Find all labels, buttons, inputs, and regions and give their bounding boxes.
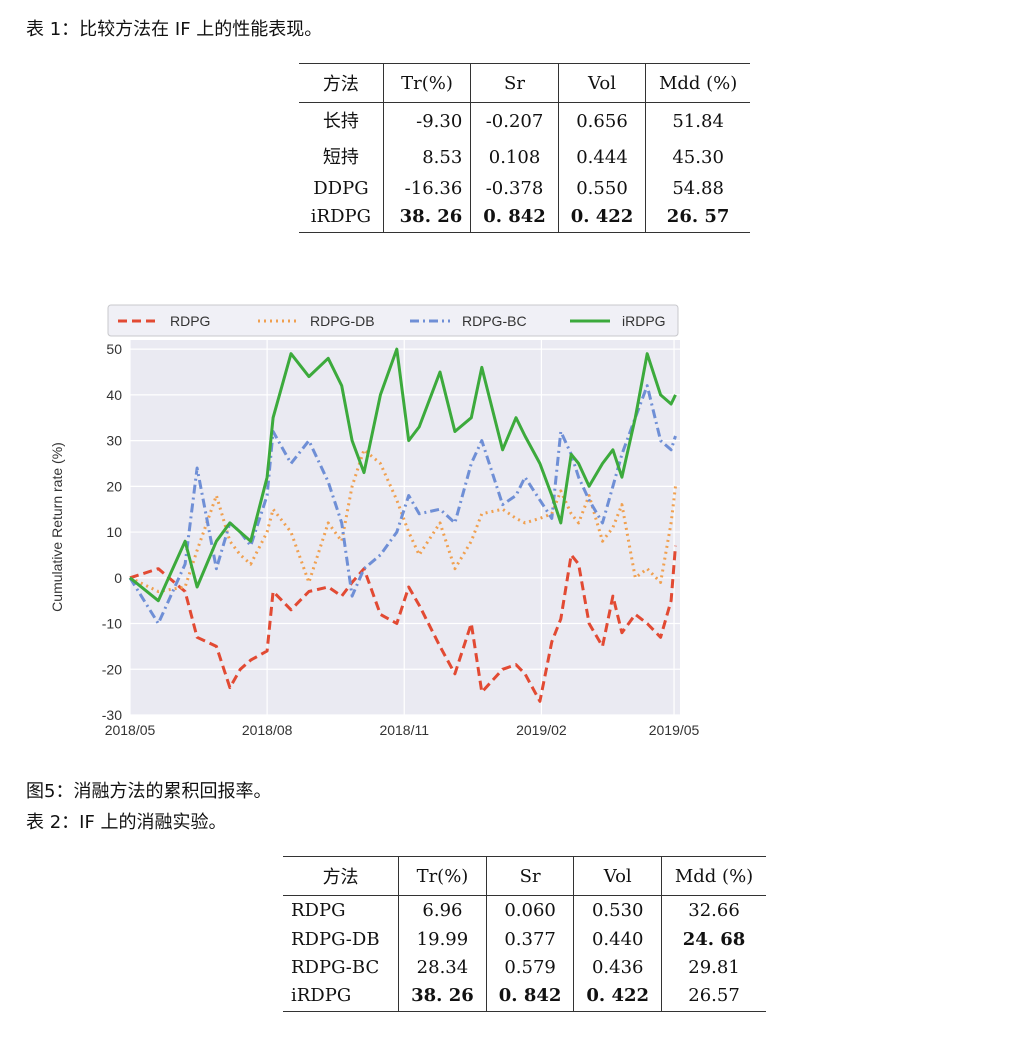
vol-cell: 0.436: [573, 953, 662, 982]
table1-header-method: 方法: [322, 74, 359, 95]
x-tick-label: 2019/02: [516, 722, 567, 738]
method-cell: 长持: [322, 110, 359, 132]
y-tick-label: 10: [106, 524, 122, 540]
tr-cell: 38. 26: [398, 981, 487, 1012]
legend: RDPG RDPG-DB RDPG-BC iRDPG: [107, 304, 679, 337]
mdd-cell: 32.66: [661, 895, 766, 926]
y-tick-label: 50: [106, 341, 122, 357]
legend-label-irdpg: iRDPG: [622, 313, 666, 329]
sr-cell: 0. 842: [470, 202, 559, 233]
sr-cell: 0.060: [485, 895, 574, 926]
y-tick-label: 40: [106, 387, 122, 403]
method-cell: RDPG-DB: [291, 928, 380, 950]
table1-caption: 表 1：比较方法在 IF 上的性能表现。: [26, 19, 323, 40]
table2: 方法 Tr(%) Sr Vol Mdd (%) RDPG 6.96 0.060 …: [283, 856, 766, 1012]
sr-cell: 0. 842: [485, 981, 574, 1012]
mdd-cell: 45.30: [645, 140, 750, 175]
table2-header-method: 方法: [322, 867, 359, 888]
table-row: iRDPG 38. 26 0. 842 0. 422 26.57: [283, 981, 766, 1012]
y-tick-label: 0: [114, 570, 122, 586]
y-tick-label: -10: [102, 616, 122, 632]
table-row: 长持 -9.30 -0.207 0.656 51.84: [299, 102, 750, 141]
legend-box: [107, 304, 679, 337]
x-tick-label: 2018/08: [242, 722, 293, 738]
table2-header-row: 方法 Tr(%) Sr Vol Mdd (%): [283, 856, 766, 896]
y-tick-labels: 50 40 30 20 10 0 -10 -20 -30: [102, 341, 122, 723]
vol-cell: 0.440: [573, 925, 662, 954]
table2-header-vol: Vol: [573, 856, 662, 896]
mdd-cell: 24. 68: [661, 925, 766, 954]
table-row: RDPG 6.96 0.060 0.530 32.66: [283, 895, 766, 926]
table-row: RDPG-DB 19.99 0.377 0.440 24. 68: [283, 925, 766, 954]
table1-header-mdd: Mdd (%): [645, 63, 750, 103]
y-axis-label: Cumulative Return rate (%): [49, 442, 65, 612]
mdd-cell: 29.81: [661, 953, 766, 982]
table1-header-tr: Tr(%): [382, 63, 471, 103]
table-row: RDPG-BC 28.34 0.579 0.436 29.81: [283, 953, 766, 982]
series-line-rdpg: [129, 545, 677, 703]
vol-cell: 0. 422: [573, 981, 662, 1012]
x-tick-label: 2018/05: [105, 722, 156, 738]
x-tick-label: 2018/11: [379, 722, 429, 738]
table2-header-sr: Sr: [485, 856, 574, 896]
x-tick-label: 2019/05: [649, 722, 700, 738]
y-tick-label: 20: [106, 478, 122, 494]
tr-cell: 28.34: [398, 953, 487, 982]
vol-cell: 0.530: [573, 895, 662, 926]
sr-cell: -0.378: [470, 174, 559, 203]
sr-cell: 0.579: [485, 953, 574, 982]
mdd-cell: 54.88: [645, 174, 750, 203]
vol-cell: 0. 422: [557, 202, 646, 233]
sr-cell: -0.207: [470, 102, 559, 141]
method-cell: iRDPG: [310, 206, 372, 228]
table1: 方法 Tr(%) Sr Vol Mdd (%) 长持 -9.30 -0.207 …: [299, 63, 750, 233]
table1-header-sr: Sr: [470, 63, 559, 103]
tr-cell: 38. 26: [382, 202, 471, 233]
method-cell: iRDPG: [291, 985, 352, 1007]
y-tick-label: -20: [102, 661, 122, 677]
legend-label-rdpg: RDPG: [170, 313, 210, 329]
table-row: iRDPG 38. 26 0. 842 0. 422 26. 57: [299, 202, 750, 233]
table-row: DDPG -16.36 -0.378 0.550 54.88: [299, 174, 750, 203]
y-tick-label: -30: [102, 707, 122, 723]
legend-label-rdpg-bc: RDPG-BC: [462, 313, 527, 329]
table1-header-row: 方法 Tr(%) Sr Vol Mdd (%): [299, 63, 750, 103]
vol-cell: 0.550: [557, 174, 646, 203]
plot-background: [130, 340, 680, 715]
table2-header-tr: Tr(%): [398, 856, 487, 896]
sr-cell: 0.108: [470, 140, 559, 175]
legend-label-rdpg-db: RDPG-DB: [310, 313, 375, 329]
tr-cell: -9.30: [382, 102, 471, 141]
series-line-irdpg: [129, 347, 677, 603]
table2-caption: 表 2：IF 上的消融实验。: [26, 812, 227, 833]
table-row: 短持 8.53 0.108 0.444 45.30: [299, 140, 750, 175]
table1-header-vol: Vol: [557, 63, 646, 103]
x-tick-labels: 2018/05 2018/08 2018/11 2019/02 2019/05: [105, 722, 700, 738]
vol-cell: 0.656: [557, 102, 646, 141]
method-cell: RDPG-BC: [291, 956, 380, 978]
mdd-cell: 26.57: [661, 981, 766, 1012]
table2-header-mdd: Mdd (%): [661, 856, 766, 896]
method-cell: DDPG: [313, 177, 369, 199]
sr-cell: 0.377: [485, 925, 574, 954]
method-cell: RDPG: [291, 899, 346, 921]
series-lines: [128, 347, 677, 703]
vol-cell: 0.444: [557, 140, 646, 175]
figure-caption: 图5：消融方法的累积回报率。: [26, 781, 272, 802]
tr-cell: 6.96: [398, 895, 487, 926]
mdd-cell: 51.84: [645, 102, 750, 141]
mdd-cell: 26. 57: [645, 202, 750, 233]
y-tick-label: 30: [106, 433, 122, 449]
series-line-rdpg-db: [129, 448, 677, 593]
tr-cell: 8.53: [382, 140, 471, 175]
tr-cell: 19.99: [398, 925, 487, 954]
tr-cell: -16.36: [382, 174, 471, 203]
series-line-rdpg-bc: [128, 384, 677, 625]
method-cell: 短持: [322, 146, 359, 168]
